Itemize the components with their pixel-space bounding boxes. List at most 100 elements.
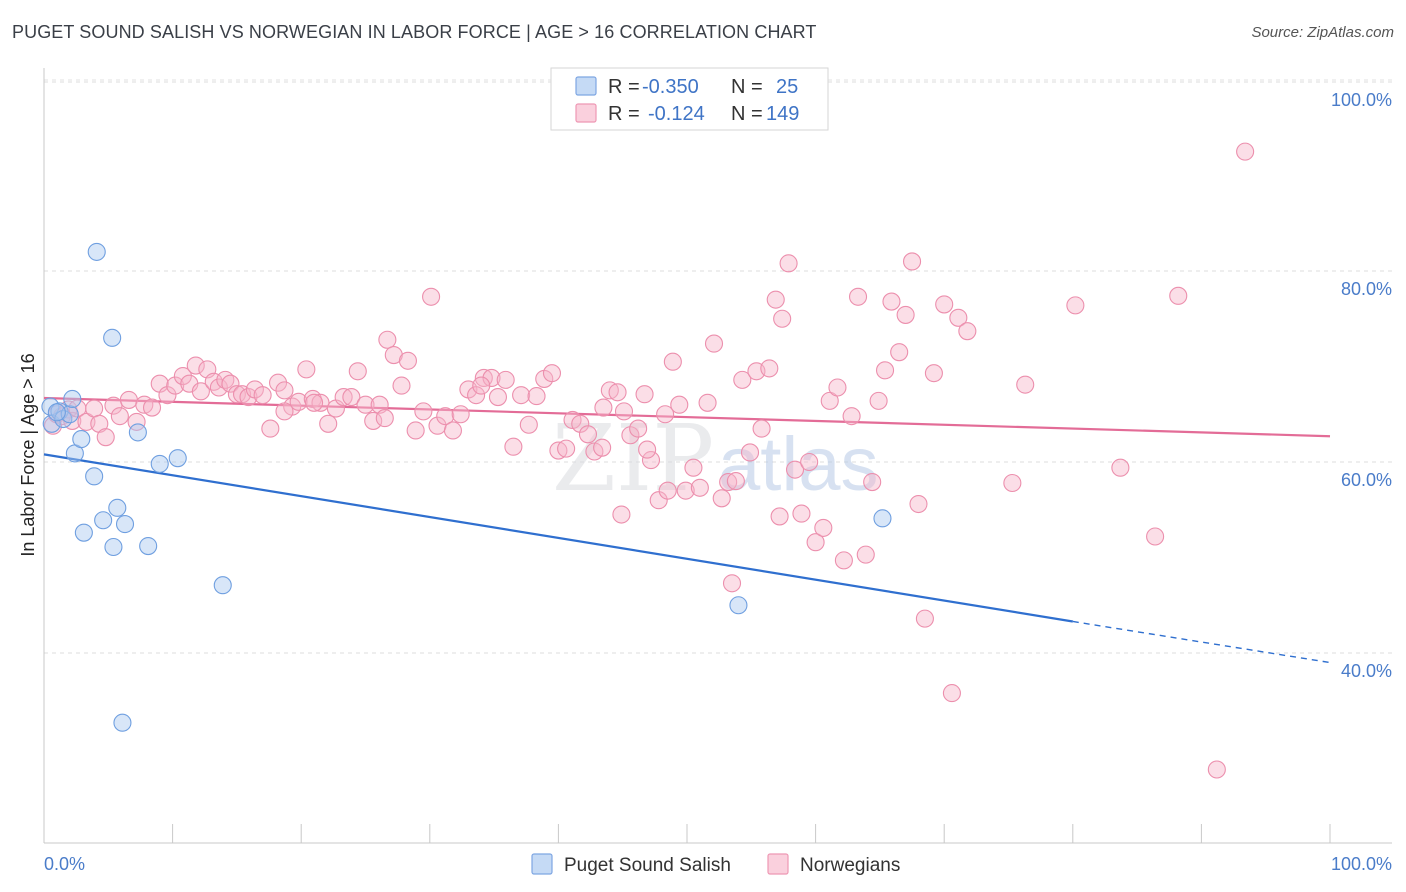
point-norwegians [375, 409, 394, 428]
point-norwegians [800, 452, 819, 472]
point-norwegians [348, 362, 367, 381]
point-norwegians [1169, 286, 1188, 305]
point-puget-sound-salish [108, 498, 127, 517]
y-tick-label: 40.0% [1341, 661, 1392, 681]
point-norwegians [740, 443, 760, 462]
legend-r-value-salish: -0.350 [642, 76, 699, 98]
y-tick-label: 80.0% [1341, 279, 1392, 299]
point-norwegians [482, 368, 501, 388]
point-norwegians [488, 388, 508, 407]
legend-r-label-salish: R = [608, 76, 640, 98]
point-norwegians [436, 407, 455, 426]
point-norwegians [364, 411, 383, 430]
point-norwegians [221, 374, 240, 393]
point-puget-sound-salish [74, 523, 93, 542]
point-norwegians [227, 385, 246, 404]
legend-swatch-salish [575, 76, 597, 96]
point-norwegians [719, 473, 738, 492]
point-puget-sound-salish [213, 576, 232, 595]
point-norwegians [342, 388, 361, 407]
point-norwegians [779, 254, 798, 273]
point-norwegians [641, 451, 661, 470]
point-norwegians [1016, 375, 1035, 394]
axes [43, 68, 1392, 844]
point-norwegians [760, 359, 779, 378]
legend-n-label-salish: N = [731, 76, 763, 98]
y-tick-label: 60.0% [1341, 470, 1392, 490]
grid-lines [44, 79, 1392, 654]
point-norwegians [722, 574, 742, 593]
point-puget-sound-salish [85, 467, 104, 486]
x-tick-label-min: 0.0% [44, 854, 85, 874]
point-puget-sound-salish [87, 242, 106, 261]
point-norwegians [820, 391, 839, 410]
point-norwegians [422, 287, 441, 306]
point-norwegians [902, 252, 922, 271]
point-norwegians [392, 376, 411, 395]
point-norwegians [785, 460, 805, 479]
legend-swatch-norwegians [575, 103, 597, 123]
point-norwegians [542, 364, 562, 383]
point-norwegians [519, 415, 538, 434]
point-norwegians [406, 421, 425, 440]
x-tick-label-max: 100.0% [1331, 854, 1392, 874]
point-puget-sound-salish [104, 537, 123, 557]
legend-r-value-norwegians: -0.124 [648, 103, 705, 125]
source-label: Source: ZipAtlas.com [1251, 24, 1394, 41]
legend-r-label-norwegians: R = [608, 103, 640, 125]
point-norwegians [698, 393, 717, 412]
legend-n-value-norwegians: 149 [766, 103, 799, 125]
trend-line-puget-sound-salish-extension [1072, 620, 1331, 664]
point-puget-sound-salish [128, 423, 147, 442]
point-puget-sound-salish [729, 596, 748, 615]
trend-line-norwegians [43, 396, 1331, 438]
point-norwegians [594, 398, 613, 417]
point-norwegians [96, 428, 115, 447]
point-puget-sound-salish [72, 430, 91, 449]
point-norwegians [305, 393, 324, 412]
point-norwegians [733, 370, 752, 389]
bottom-legend-label-salish: Puget Sound Salish [564, 855, 731, 876]
point-norwegians [269, 373, 288, 392]
point-norwegians [792, 504, 811, 523]
point-norwegians [726, 472, 745, 491]
point-norwegians [173, 366, 192, 386]
point-norwegians [158, 386, 177, 405]
point-norwegians [629, 419, 648, 438]
point-norwegians [621, 426, 640, 445]
point-norwegians [319, 414, 338, 433]
point-norwegians [191, 382, 210, 401]
point-norwegians [806, 533, 825, 552]
point-puget-sound-salish [63, 389, 82, 409]
point-norwegians [398, 351, 417, 370]
point-norwegians [770, 507, 789, 526]
point-norwegians [334, 388, 353, 407]
point-norwegians [451, 405, 470, 424]
point-norwegians [578, 425, 598, 444]
legend: R = -0.350 N = 25 R = -0.124 N = 149 [550, 67, 829, 131]
point-norwegians [882, 292, 901, 311]
watermark-atlas: atlas [718, 422, 879, 507]
point-puget-sound-salish [168, 449, 187, 468]
point-norwegians [958, 322, 977, 341]
y-tick-label: 100.0% [1331, 90, 1392, 110]
point-norwegians [828, 378, 847, 397]
bottom-legend-swatch-norwegians [767, 853, 789, 875]
point-norwegians [869, 391, 888, 410]
point-norwegians [593, 438, 612, 457]
point-norwegians [504, 437, 523, 456]
point-norwegians [834, 551, 853, 570]
point-puget-sound-salish [115, 515, 135, 534]
bottom-legend-label-norwegians: Norwegians [800, 855, 900, 876]
point-norwegians [949, 308, 968, 327]
point-norwegians [85, 399, 104, 418]
watermark-zip: ZIP [552, 405, 714, 512]
point-norwegians [704, 334, 724, 353]
point-norwegians [443, 421, 462, 440]
point-norwegians [635, 385, 654, 404]
point-norwegians [663, 352, 682, 371]
trend-lines [43, 396, 1331, 664]
point-puget-sound-salish [94, 511, 113, 530]
point-norwegians [712, 489, 731, 508]
point-norwegians [752, 419, 771, 438]
